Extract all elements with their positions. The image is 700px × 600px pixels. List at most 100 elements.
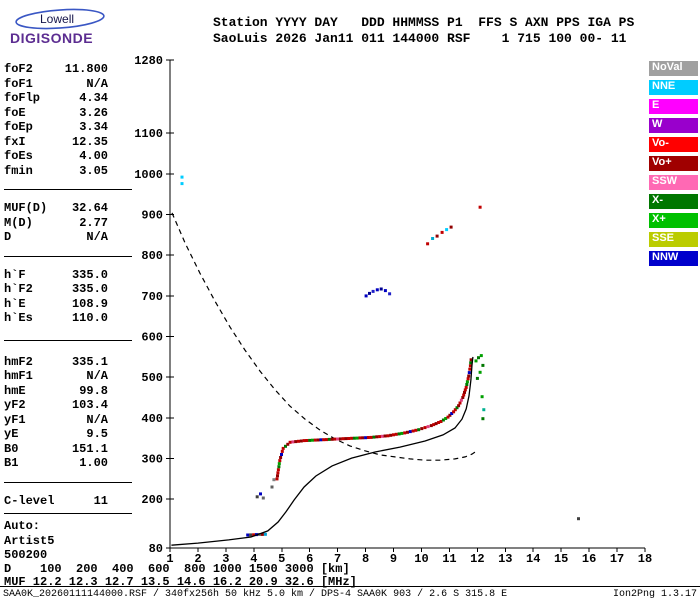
param-value: 3.26 bbox=[79, 105, 108, 120]
logo-digisonde-text: DIGISONDE bbox=[10, 30, 94, 46]
y-tick-label: 80 bbox=[149, 542, 163, 556]
y-tick-label: 400 bbox=[141, 412, 163, 426]
x-tick-label: 12 bbox=[470, 552, 484, 566]
param-value: 103.4 bbox=[71, 398, 108, 412]
legend-item-nne: NNE bbox=[649, 80, 698, 95]
y-tick-label: 800 bbox=[141, 249, 163, 263]
x-tick-label: 1 bbox=[166, 552, 173, 566]
param-row-fmin: fmin 3.05 bbox=[4, 164, 108, 179]
param-label: foEs bbox=[4, 149, 33, 163]
param-row-yf1: yF1 N/A bbox=[4, 413, 108, 428]
param-row-h-es: h`Es 110.0 bbox=[4, 311, 108, 326]
footer-program-version: Ion2Png 1.3.17 bbox=[612, 589, 697, 600]
param-value: N/A bbox=[86, 369, 108, 383]
param-value: N/A bbox=[86, 230, 108, 244]
x-tick-label: 17 bbox=[610, 552, 624, 566]
param-value: 11 bbox=[93, 493, 108, 508]
legend-item-e: E bbox=[649, 99, 698, 114]
x-tick-label: 16 bbox=[582, 552, 596, 566]
param-row-muf-d-: MUF(D) 32.64 bbox=[4, 201, 108, 216]
param-label: fxI bbox=[4, 134, 26, 149]
param-value: 9.5 bbox=[86, 427, 108, 441]
x-tick-label: 14 bbox=[526, 552, 540, 566]
x-tick-label: 11 bbox=[442, 552, 456, 566]
header-line-2: SaoLuis 2026 Jan11 011 144000 RSF 1 715 … bbox=[213, 31, 627, 46]
logo-lowell-text: Lowell bbox=[40, 12, 75, 26]
param-group-divider bbox=[4, 189, 132, 190]
param-value: N/A bbox=[86, 76, 108, 91]
param-label: foF2 bbox=[4, 62, 33, 76]
echo-dots bbox=[180, 175, 580, 537]
param-label: h`Es bbox=[4, 311, 33, 325]
dmuf-table: D 100 200 400 600 800 1000 1500 3000 [km… bbox=[4, 563, 357, 589]
param-value: 4.34 bbox=[79, 91, 108, 105]
true-height-profile-curve bbox=[171, 356, 474, 546]
param-value: 32.64 bbox=[71, 201, 108, 215]
digisonde-logo: Lowell DIGISONDE bbox=[8, 4, 128, 52]
y-tick-label: 200 bbox=[141, 493, 163, 507]
param-value: 11.800 bbox=[64, 62, 108, 76]
footer-divider bbox=[0, 586, 700, 587]
legend-item-x: X+ bbox=[649, 213, 698, 228]
legend-item-nnw: NNW bbox=[649, 251, 698, 266]
param-row-hmf1: hmF1 N/A bbox=[4, 369, 108, 384]
muf-transmission-curve bbox=[171, 212, 479, 461]
param-row-fof2: foF2 11.800 bbox=[4, 62, 108, 77]
param-value: 1.00 bbox=[79, 456, 108, 470]
param-group-divider bbox=[4, 339, 132, 341]
param-row-yf2: yF2 103.4 bbox=[4, 398, 108, 413]
x-tick-label: 9 bbox=[390, 552, 397, 566]
echo-direction-legend: NoVal NNE E W Vo- Vo+ SSW X- X+ SSE NNW bbox=[649, 61, 698, 270]
param-row-m-d-: M(D) 2.77 bbox=[4, 216, 108, 231]
param-value: 335.1 bbox=[71, 354, 108, 369]
x-tick-label: 13 bbox=[498, 552, 512, 566]
param-value: 335.0 bbox=[71, 282, 108, 296]
param-label: D bbox=[4, 230, 12, 244]
param-label: foFlp bbox=[4, 91, 41, 105]
logo-swoosh-icon bbox=[15, 8, 105, 30]
param-row-c-level: C-level 11 bbox=[4, 494, 108, 509]
plot-axes: 1 2 3 4 5 6 7 8 9 10 11 12 13 14 15 16 17 188020030040050… bbox=[134, 54, 652, 566]
param-value: 3.34 bbox=[79, 120, 108, 134]
param-row-h-f: h`F 335.0 bbox=[4, 268, 108, 283]
dmuf-row-muf: MUF 12.2 12.3 12.7 13.5 14.6 16.2 20.9 3… bbox=[4, 575, 357, 589]
param-value: 3.05 bbox=[79, 163, 108, 178]
param-value: 12.35 bbox=[71, 134, 108, 149]
x-tick-label: 18 bbox=[638, 552, 652, 566]
param-row-ye: yE 9.5 bbox=[4, 427, 108, 442]
param-note: 500200 bbox=[4, 548, 48, 562]
param-label: h`E bbox=[4, 296, 26, 311]
param-row-foe: foE 3.26 bbox=[4, 106, 108, 121]
param-value: 99.8 bbox=[79, 383, 108, 398]
param-label: yE bbox=[4, 427, 19, 441]
x-tick-label: 6 bbox=[306, 552, 313, 566]
x-tick-label: 3 bbox=[222, 552, 229, 566]
param-label: M(D) bbox=[4, 215, 33, 230]
param-label: hmF1 bbox=[4, 369, 33, 383]
param-label: foF1 bbox=[4, 76, 33, 91]
param-row-foes: foEs 4.00 bbox=[4, 149, 108, 164]
y-tick-label: 1000 bbox=[134, 168, 163, 182]
param-row-fof1: foF1 N/A bbox=[4, 77, 108, 92]
param-label: C-level bbox=[4, 493, 55, 508]
param-row-fxi: fxI 12.35 bbox=[4, 135, 108, 150]
param-note: Auto: bbox=[4, 519, 41, 533]
legend-item-x: X- bbox=[649, 194, 698, 209]
param-value: 335.0 bbox=[71, 267, 108, 282]
param-row-foflp: foFlp 4.34 bbox=[4, 91, 108, 106]
param-row-h-f2: h`F2 335.0 bbox=[4, 282, 108, 297]
param-label: foEp bbox=[4, 120, 33, 134]
y-tick-label: 900 bbox=[141, 209, 163, 223]
param-note: Artist5 bbox=[4, 533, 55, 548]
param-value: N/A bbox=[86, 412, 108, 427]
param-value: 4.00 bbox=[79, 149, 108, 163]
parameter-panel: foF2 11.800 foF1 N/A foFlp 4.34 foE 3.26 foEp 3.3… bbox=[4, 62, 134, 563]
x-tick-label: 2 bbox=[194, 552, 201, 566]
param-value: 110.0 bbox=[71, 311, 108, 325]
param-label: h`F bbox=[4, 267, 26, 282]
x-tick-label: 15 bbox=[554, 552, 568, 566]
dmuf-row-d: D 100 200 400 600 800 1000 1500 3000 [km… bbox=[4, 562, 350, 576]
param-group-divider bbox=[4, 481, 132, 483]
param-label: yF1 bbox=[4, 412, 26, 427]
param-label: foE bbox=[4, 105, 26, 120]
